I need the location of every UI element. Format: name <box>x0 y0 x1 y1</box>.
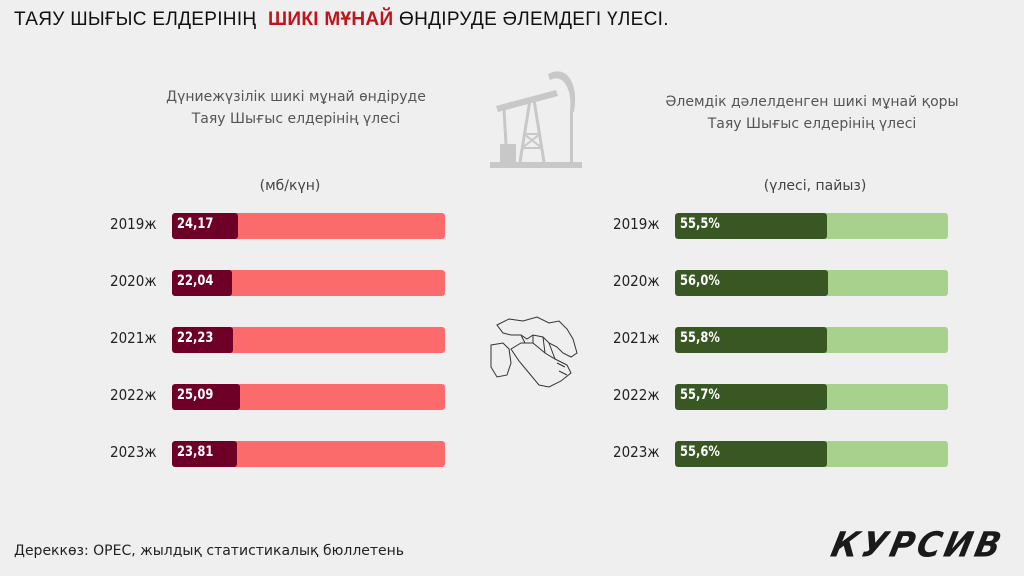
left-subtitle-line2: Таяу Шығыс елдерінің үлесі <box>191 111 401 127</box>
title-highlight: ШИКІ МҰНАЙ <box>268 9 394 30</box>
page-title: ТАЯУ ШЫҒЫС ЕЛДЕРІНІҢ ШИКІ МҰНАЙ ӨНДІРУДЕ… <box>14 9 669 31</box>
middle-east-map-icon <box>490 316 578 388</box>
right-year-label: 2021ж <box>613 329 660 347</box>
right-year-label: 2023ж <box>613 443 660 461</box>
title-part-2: ӨНДІРУДЕ ӘЛЕМДЕГІ ҮЛЕСІ. <box>399 9 669 30</box>
right-bar-track: 55,5% <box>675 213 948 239</box>
right-bar-value: 55,5% <box>680 216 720 232</box>
left-bar <box>172 270 232 296</box>
left-bar-value: 22,04 <box>177 273 214 289</box>
right-bar-value: 56,0% <box>680 273 720 289</box>
right-chart-subtitle: Әлемдік дәлелденген шикі мұнай қоры Таяу… <box>642 91 982 135</box>
left-bar <box>172 213 238 239</box>
left-bar-track: 23,81 <box>172 441 445 467</box>
left-bar-track: 22,04 <box>172 270 445 296</box>
right-bar-track: 56,0% <box>675 270 948 296</box>
left-chart-unit: (мб/күн) <box>259 178 321 194</box>
left-subtitle-line1: Дүниежүзілік шикі мұнай өндіруде <box>166 89 426 105</box>
right-bar <box>675 384 827 410</box>
oil-pump-icon <box>490 71 582 168</box>
title-part-1: ТАЯУ ШЫҒЫС ЕЛДЕРІНІҢ <box>14 9 257 30</box>
right-bar-value: 55,6% <box>680 444 720 460</box>
right-bar <box>675 441 827 467</box>
left-year-label: 2023ж <box>110 443 157 461</box>
right-bar-track: 55,7% <box>675 384 948 410</box>
left-bar <box>172 384 240 410</box>
left-year-label: 2020ж <box>110 272 157 290</box>
right-subtitle-line1: Әлемдік дәлелденген шикі мұнай қоры <box>665 94 959 110</box>
left-bar-track: 22,23 <box>172 327 445 353</box>
left-bar-track: 24,17 <box>172 213 445 239</box>
right-year-label: 2022ж <box>613 386 660 404</box>
left-year-label: 2021ж <box>110 329 157 347</box>
left-bar-track: 25,09 <box>172 384 445 410</box>
left-bar-value: 22,23 <box>177 330 214 346</box>
right-chart-unit: (үлесі, пайыз) <box>763 178 867 194</box>
kursiv-logo: КУРСИВ <box>828 524 1009 565</box>
right-bar-value: 55,8% <box>680 330 720 346</box>
left-bar <box>172 327 233 353</box>
left-year-label: 2019ж <box>110 215 157 233</box>
left-bar-value: 23,81 <box>177 444 214 460</box>
left-bar-value: 24,17 <box>177 216 214 232</box>
left-year-label: 2022ж <box>110 386 157 404</box>
left-chart-subtitle: Дүниежүзілік шикі мұнай өндіруде Таяу Шы… <box>150 86 442 130</box>
left-bar <box>172 441 237 467</box>
right-bar-track: 55,6% <box>675 441 948 467</box>
right-year-label: 2020ж <box>613 272 660 290</box>
right-bar-track: 55,8% <box>675 327 948 353</box>
source-note: Дереккөз: OPEC, жылдық статистикалық бюл… <box>14 543 405 559</box>
right-year-label: 2019ж <box>613 215 660 233</box>
right-bar <box>675 213 827 239</box>
right-bar <box>675 327 827 353</box>
right-bar-value: 55,7% <box>680 387 720 403</box>
left-bar-value: 25,09 <box>177 387 214 403</box>
right-bar <box>675 270 828 296</box>
right-subtitle-line2: Таяу Шығыс елдерінің үлесі <box>707 116 917 132</box>
